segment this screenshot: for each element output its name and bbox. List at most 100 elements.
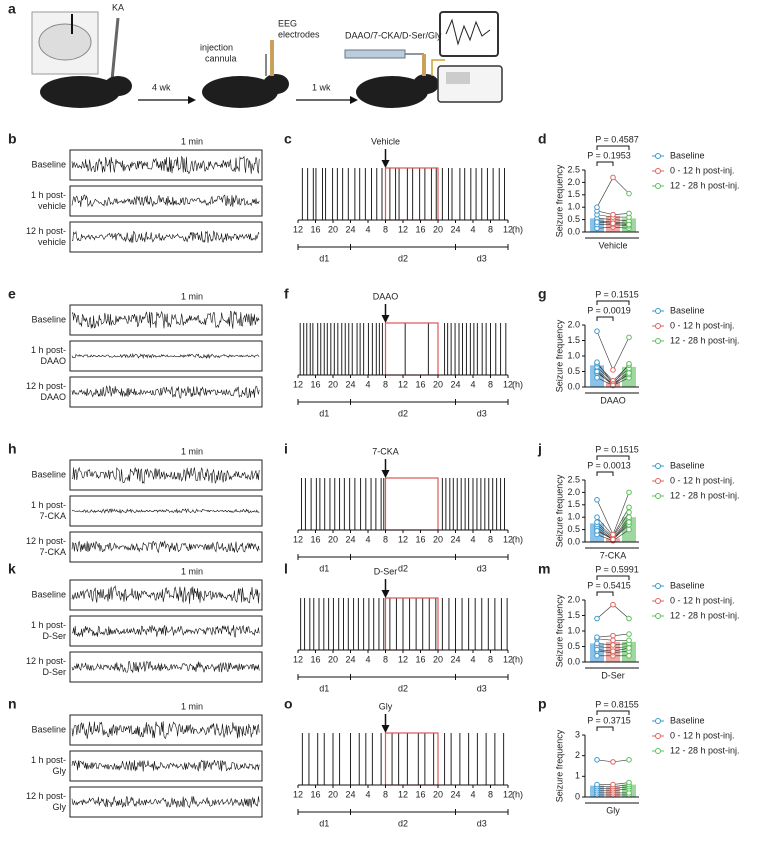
eeg-trace [71, 466, 260, 485]
x-tick-label: 16 [310, 224, 320, 234]
subject-point [594, 757, 600, 763]
label: injection [200, 42, 233, 52]
trace-label: 1 h post- [31, 620, 66, 630]
legend-marker [655, 733, 661, 739]
day-label: d1 [319, 408, 329, 418]
y-axis-label: Seizure frequency [554, 729, 564, 802]
trace-label: Baseline [31, 469, 66, 479]
trace-label: Baseline [31, 589, 66, 599]
subject-point [610, 220, 616, 227]
x-tick-label: 20 [433, 224, 443, 234]
y-axis-label: Seizure frequency [554, 319, 564, 392]
y-tick-label: 2.0 [567, 594, 580, 604]
y-tick-label: 0.0 [567, 536, 580, 546]
x-tick-label: 16 [310, 534, 320, 544]
trace-box [69, 495, 263, 527]
trace-box [69, 185, 263, 217]
subject-line [612, 604, 630, 619]
x-tick-label: 4 [470, 224, 475, 234]
trace-label: 1 h post- [31, 755, 66, 765]
step-label: 4 wk [152, 82, 171, 92]
trace-box [69, 304, 263, 336]
subject-point [626, 631, 632, 637]
legend-marker [655, 613, 661, 619]
x-tick-label: 4 [470, 534, 475, 544]
day-label: d3 [477, 683, 487, 693]
x-tick-label: 8 [488, 224, 493, 234]
legend-label: 0 - 12 h post-inj. [670, 475, 735, 485]
x-tick-label: 12 [398, 654, 408, 664]
y-tick-label: 1.0 [567, 202, 580, 212]
x-tick-label: 4 [470, 654, 475, 664]
subject-point [626, 779, 632, 786]
subject-point [626, 504, 632, 511]
y-tick-label: 1.5 [567, 335, 580, 345]
p-value: P = 0.5415 [587, 580, 631, 590]
subject-line [596, 517, 614, 536]
y-tick-label: 1.0 [567, 350, 580, 360]
trace-box [69, 531, 263, 563]
legend-marker [655, 463, 661, 469]
subject-point [610, 536, 616, 543]
legend-marker [655, 598, 661, 604]
subject-point [626, 190, 632, 197]
x-tick-label: 24 [345, 224, 355, 234]
x-tick-label: 4 [365, 379, 370, 389]
legend-marker [655, 153, 661, 159]
mouse [40, 76, 120, 108]
subject-point [626, 757, 632, 763]
trace-label: 12 h post- [26, 791, 66, 801]
subject-point [594, 328, 600, 335]
subject-point [626, 334, 632, 341]
panel-letter: o [284, 696, 293, 712]
trace-label: 12 h post- [26, 226, 66, 236]
day-label: d3 [477, 563, 487, 573]
scale-label: 1 min [181, 291, 203, 301]
legend-label: 12 - 28 h post-inj. [670, 610, 740, 620]
subject-point [626, 653, 632, 659]
x-tick-label: 12 [293, 379, 303, 389]
eeg-trace [71, 585, 260, 604]
x-tick-label: 16 [415, 379, 425, 389]
arrow-head [188, 96, 196, 104]
legend-label: Baseline [670, 460, 705, 470]
p-value: P = 0.0019 [587, 305, 631, 315]
panel-letter: d [538, 131, 547, 147]
trace-box [69, 579, 263, 611]
subject-point [610, 759, 616, 765]
y-axis-label: Seizure frequency [554, 474, 564, 547]
x-unit: (h) [512, 789, 523, 799]
mouse-head [413, 74, 439, 94]
panel-letter: a [8, 1, 16, 17]
panel-letter: h [8, 441, 17, 457]
x-tick-label: 16 [310, 654, 320, 664]
comparison-bracket [596, 710, 630, 715]
legend-label: 0 - 12 h post-inj. [670, 165, 735, 175]
panel-letter: n [8, 696, 17, 712]
trace-label: vehicle [38, 201, 66, 211]
trace-box [69, 221, 263, 253]
legend-label: 12 - 28 h post-inj. [670, 745, 740, 755]
subject-point [594, 219, 600, 225]
p-value: P = 0.3715 [587, 715, 631, 725]
p-value: P = 0.1953 [587, 150, 631, 160]
subject-point [594, 497, 600, 503]
x-tick-label: 20 [328, 534, 338, 544]
x-tick-label: 8 [488, 379, 493, 389]
comparison-bracket [596, 591, 614, 596]
x-tick-label: 4 [365, 534, 370, 544]
x-tick-label: 12 [398, 224, 408, 234]
arrow-head [350, 96, 358, 104]
x-tick-label: 12 [398, 379, 408, 389]
x-tick-label: 24 [345, 379, 355, 389]
day-label: d1 [319, 253, 329, 263]
y-tick-label: 0.5 [567, 214, 580, 224]
legend-marker [655, 323, 661, 329]
panel-letter: p [538, 696, 547, 712]
trace-label: 1 h post- [31, 500, 66, 510]
trace-box [69, 750, 263, 782]
eeg-trace [71, 155, 260, 175]
subject-point [594, 615, 600, 622]
x-tick-label: 4 [365, 224, 370, 234]
trace-label: vehicle [38, 237, 66, 247]
